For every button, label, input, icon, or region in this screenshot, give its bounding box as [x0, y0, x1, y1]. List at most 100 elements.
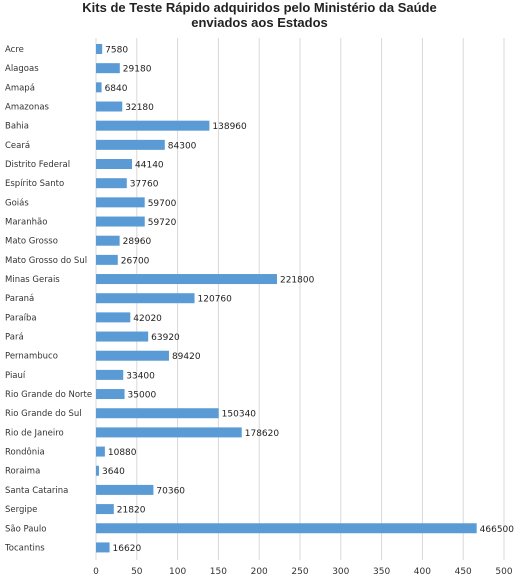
- bar: [96, 235, 120, 246]
- data-label: 89420: [172, 352, 201, 362]
- category-label: Paraná: [5, 294, 34, 304]
- category-label: Amapá: [5, 83, 35, 93]
- bar: [96, 523, 477, 534]
- bar: [96, 178, 127, 189]
- x-tick-label: 150: [210, 567, 227, 577]
- data-label: 26700: [121, 256, 150, 266]
- bar: [96, 504, 114, 515]
- category-label: Amazonas: [5, 103, 50, 113]
- chart-title-line-1: Kits de Teste Rápido adquiridos pelo Min…: [82, 0, 437, 15]
- data-label: 466500: [480, 525, 515, 535]
- category-label: Tocantins: [4, 543, 45, 553]
- bar: [96, 465, 99, 476]
- category-label: Bahia: [5, 122, 29, 132]
- category-label: Rio Grande do Sul: [5, 409, 82, 419]
- data-label: 16620: [113, 544, 142, 554]
- x-tick-label: 0: [93, 567, 99, 577]
- bar: [96, 101, 123, 112]
- bar: [96, 44, 103, 54]
- data-label: 42020: [133, 314, 162, 324]
- category-label: Pará: [5, 333, 24, 343]
- category-labels: Acre Alagoas Amapá Amazonas Bahia Ceará Distri…: [4, 45, 92, 553]
- bar: [96, 542, 110, 553]
- data-label: 10880: [108, 448, 137, 458]
- chart-title-line-2: enviados aos Estados: [191, 15, 328, 30]
- category-label: Rio de Janeiro: [5, 428, 64, 438]
- bars: [96, 44, 477, 553]
- category-label: Paraíba: [5, 313, 37, 323]
- value-labels: 7580 29180 6840 32180 138960 84300 44140 37760 5…: [102, 46, 514, 554]
- category-label: Rondônia: [5, 447, 45, 458]
- chart-title: Kits de Teste Rápido adquiridos pelo Min…: [0, 0, 519, 30]
- bar: [96, 274, 277, 285]
- x-tick-label: 250: [291, 567, 308, 577]
- data-label: 33400: [126, 371, 155, 381]
- category-label: Goiás: [5, 198, 29, 208]
- category-label: Acre: [5, 45, 24, 55]
- x-tick-label: 450: [455, 567, 472, 577]
- bar: [96, 120, 210, 131]
- category-label: Piauí: [5, 371, 26, 381]
- bar: [96, 369, 124, 380]
- bar: [96, 484, 154, 495]
- category-label: Alagoas: [5, 64, 39, 74]
- bar: [96, 427, 242, 438]
- data-label: 221800: [280, 276, 315, 286]
- x-tick-label: 50: [131, 567, 143, 577]
- bar: [96, 159, 133, 170]
- data-label: 32180: [125, 103, 154, 113]
- data-label: 150340: [222, 410, 257, 420]
- data-label: 37760: [130, 180, 159, 190]
- x-tick-label: 400: [414, 567, 431, 577]
- data-label: 21820: [117, 506, 146, 516]
- category-label: Rio Grande do Norte: [5, 390, 92, 400]
- bar: [96, 293, 195, 304]
- data-label: 6840: [105, 84, 128, 94]
- category-label: Maranhão: [5, 218, 47, 228]
- data-label: 178620: [245, 429, 280, 439]
- data-label: 3640: [102, 467, 125, 477]
- data-label: 138960: [212, 122, 247, 132]
- bar: [96, 331, 149, 342]
- data-label: 35000: [128, 391, 157, 401]
- bar: [96, 408, 219, 419]
- category-label: Mato Grosso do Sul: [5, 256, 87, 266]
- data-label: 59700: [148, 199, 177, 209]
- category-label: Espírito Santo: [5, 179, 64, 189]
- category-label: Distrito Federal: [5, 160, 70, 170]
- x-tick-label: 200: [251, 567, 268, 577]
- bar: [96, 389, 125, 400]
- data-label: 84300: [168, 141, 197, 151]
- data-label: 59720: [148, 218, 177, 228]
- data-label: 44140: [135, 161, 164, 171]
- bar: [96, 197, 145, 208]
- x-tick-label: 300: [332, 567, 349, 577]
- bar: [96, 82, 102, 93]
- data-label: 29180: [123, 65, 152, 75]
- x-tick-label: 100: [169, 567, 186, 577]
- data-label: 63920: [151, 333, 180, 343]
- category-label: Sergipe: [5, 505, 37, 515]
- x-axis-ticks: 0 50 100 150 200 250 300 350 400 450 500: [93, 567, 513, 577]
- x-tick-label: 500: [495, 567, 512, 577]
- bar: [96, 216, 145, 227]
- category-label: Mato Grosso: [5, 237, 58, 247]
- category-label: São Paulo: [5, 524, 46, 534]
- data-label: 7580: [105, 46, 128, 56]
- bar: [96, 63, 120, 74]
- x-tick-label: 350: [373, 567, 390, 577]
- data-label: 70360: [156, 486, 185, 496]
- bar: [96, 446, 105, 457]
- category-label: Minas Gerais: [5, 275, 60, 285]
- data-label: 120760: [198, 295, 233, 305]
- bar: [96, 139, 165, 150]
- bar: [96, 254, 118, 265]
- category-label: Ceará: [5, 141, 30, 151]
- bar: [96, 350, 169, 361]
- category-label: Roraima: [5, 467, 40, 477]
- bar: [96, 312, 131, 323]
- category-label: Pernambuco: [5, 352, 58, 362]
- data-label: 28960: [123, 237, 152, 247]
- category-label: Santa Catarina: [5, 486, 68, 496]
